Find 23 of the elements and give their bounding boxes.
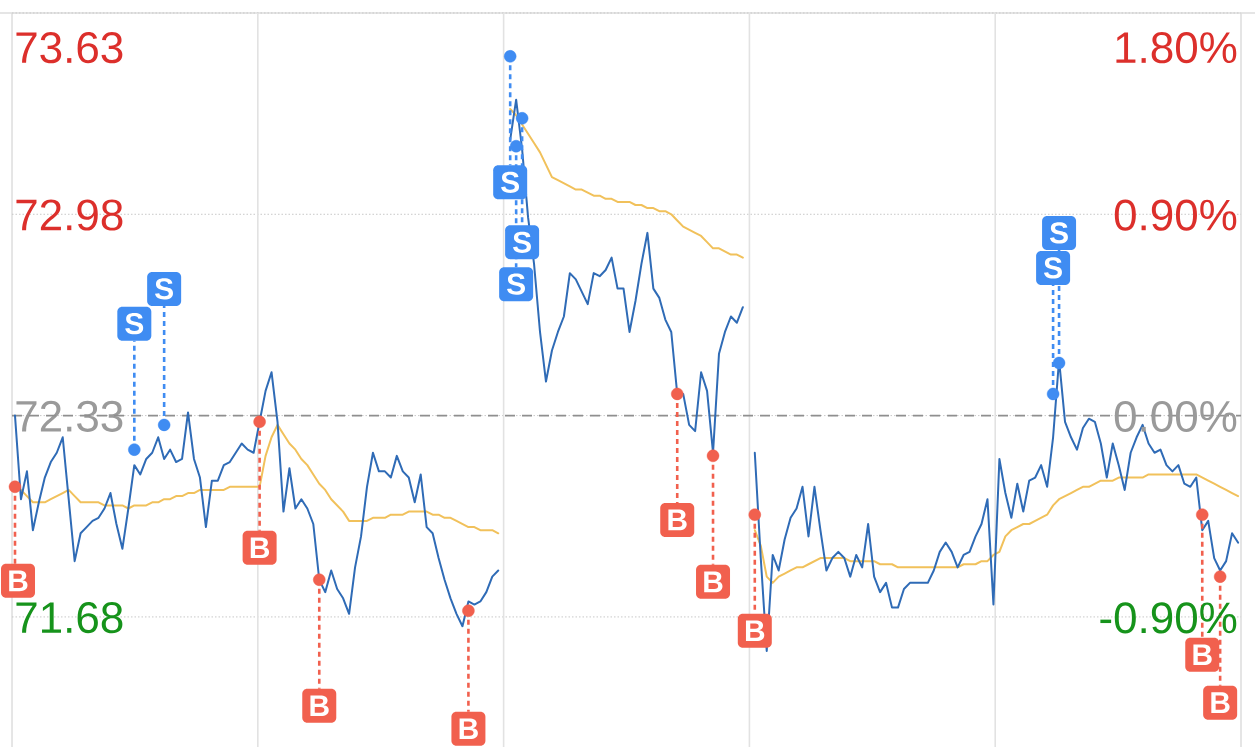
y2-tick-label: 0.00% <box>1114 400 1237 433</box>
y-tick-label: 72.98 <box>16 199 123 231</box>
data-label: B <box>1193 644 1212 666</box>
data-label: B <box>310 695 329 717</box>
data-label: B <box>1211 692 1230 713</box>
data-label: S <box>1049 222 1068 244</box>
data-label: B <box>250 537 270 559</box>
data-label: S <box>1043 257 1062 279</box>
data-label: B <box>704 571 723 593</box>
y-tick-label: 73.63 <box>16 32 123 64</box>
data-label: S <box>512 231 531 253</box>
data-label: S <box>507 273 525 295</box>
data-label: S <box>155 278 173 300</box>
data-label: B <box>745 620 765 642</box>
data-label: B <box>668 509 687 531</box>
y2-tick-label: 1.80% <box>1116 32 1237 64</box>
y2-tick-label: -0.90% <box>1100 602 1237 634</box>
y2-tick-label: 0.90% <box>1114 199 1237 231</box>
y-tick-label: 71.68 <box>16 602 123 634</box>
data-label: B <box>459 718 478 740</box>
data-label: S <box>501 171 520 193</box>
data-label: B <box>9 570 28 592</box>
data-label: S <box>125 313 144 335</box>
